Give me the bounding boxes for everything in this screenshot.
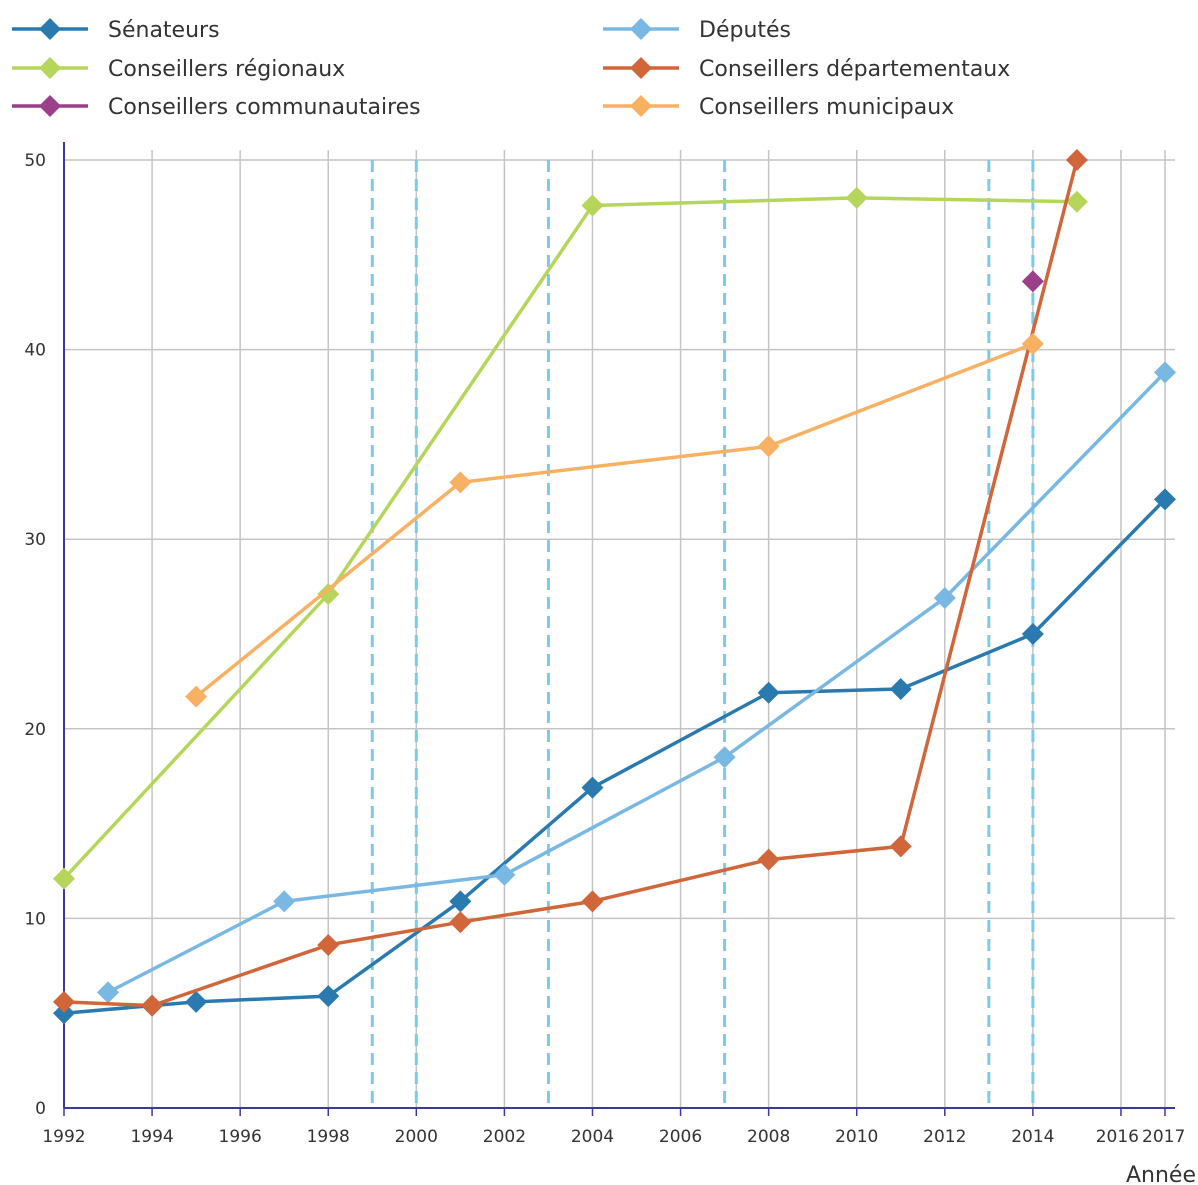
legend-swatch-marker [39,57,61,79]
series-line-senateurs [63,498,1167,1015]
x-tick-label-2000: 2000 [395,1127,438,1147]
data-point-senateurs-1998 [317,985,340,1008]
x-tick-label-2002: 2002 [483,1127,526,1147]
legend-label: Conseillers communautaires [108,95,421,120]
x-tick-label-1992: 1992 [42,1127,85,1147]
data-point-conseillers-municipaux-2001 [449,471,472,494]
x-tick-label-2017: 2017 [1142,1127,1185,1147]
x-tick-label-2016: 2016 [1096,1127,1139,1147]
x-tick-label-2008: 2008 [747,1127,790,1147]
y-tick-label-40: 40 [24,341,46,361]
y-tick-label-10: 10 [24,909,46,929]
data-point-conseillers-regionaux-1998 [317,583,340,606]
data-point-conseillers-departementaux-2001 [449,911,472,934]
y-tick-label-50: 50 [24,151,46,171]
data-point-deputes-1993 [97,981,120,1004]
y-tick-label-0: 0 [35,1099,46,1119]
legend-label: Conseillers régionaux [108,57,345,82]
series-conseillers-departementaux [53,149,1088,1017]
data-point-conseillers-regionaux-2004 [581,194,604,217]
series-conseillers-communautaires [1021,270,1044,293]
data-point-deputes-2007 [713,746,736,769]
series-line-conseillers-municipaux [195,342,1034,698]
data-point-senateurs-2017 [1154,488,1176,511]
legend-swatch-marker [630,57,652,79]
series-conseillers-regionaux [53,186,1088,890]
legend-label: Conseillers municipaux [699,95,954,120]
data-point-conseillers-municipaux-2014 [1021,332,1044,355]
data-point-conseillers-communautaires-2014 [1021,270,1044,293]
series-line-conseillers-departementaux [63,159,1079,1008]
legend-swatch-marker [39,18,61,40]
x-axis-title: Année [1126,1163,1196,1185]
data-point-deputes-2002 [493,863,516,886]
x-tick-label-2012: 2012 [923,1127,966,1147]
x-tick-label-1994: 1994 [130,1127,173,1147]
data-point-deputes-2012 [933,586,956,609]
series-line-conseillers-regionaux [62,196,1077,880]
legend-item-conseillers-communautaires: Conseillers communautaires [12,95,421,120]
data-point-senateurs-2014 [1021,623,1044,645]
x-tick-label-1996: 1996 [219,1127,262,1147]
legend-item-senateurs: Sénateurs [12,18,220,43]
series-line-deputes [107,371,1167,994]
data-point-conseillers-departementaux-1994 [141,994,164,1017]
data-point-senateurs-2004 [581,776,604,799]
data-point-conseillers-departementaux-1992 [53,990,75,1013]
x-tick-label-2014: 2014 [1011,1127,1054,1147]
data-point-conseillers-departementaux-2011 [889,835,912,858]
data-point-conseillers-regionaux-2010 [845,186,868,209]
legend-item-conseillers-municipaux: Conseillers municipaux [603,95,954,120]
series-deputes [97,361,1176,1004]
data-point-senateurs-2001 [449,890,472,913]
grid-layer [64,150,1175,1108]
data-point-conseillers-regionaux-1992 [53,867,75,890]
series-senateurs [53,488,1176,1025]
legend-item-conseillers-departementaux: Conseillers départementaux [603,57,1010,82]
legend-swatch-marker [39,95,61,117]
legend-item-conseillers-regionaux: Conseillers régionaux [12,57,345,82]
data-point-conseillers-departementaux-2004 [581,890,604,913]
y-tick-label-30: 30 [24,530,46,550]
x-tick-label-2004: 2004 [571,1127,614,1147]
data-point-conseillers-municipaux-2008 [757,435,780,458]
legend-label: Conseillers départementaux [699,57,1010,82]
x-tick-label-2006: 2006 [659,1127,702,1147]
legend-label: Députés [699,18,791,43]
x-tick-label-2010: 2010 [835,1127,878,1147]
dashed-marker-layer [370,160,1035,1108]
data-point-conseillers-departementaux-2015 [1065,149,1088,171]
data-point-conseillers-municipaux-1995 [185,685,208,708]
data-point-senateurs-1995 [185,990,208,1013]
data-point-conseillers-departementaux-1998 [317,933,340,956]
y-tick-label-20: 20 [24,720,46,740]
axis-layer: 1992 1994 1996 1998 2000 2002 2004 2006 2008 2010… [24,142,1185,1147]
legend-swatch-marker [630,95,652,117]
data-point-senateurs-2008 [757,681,780,704]
data-point-deputes-2017 [1154,361,1176,384]
data-point-senateurs-1992 [53,1002,75,1025]
legend-label: Sénateurs [108,18,220,43]
legend: Sénateurs Députés Conseillers régionaux Con… [12,18,1010,120]
x-tick-label-1998: 1998 [307,1127,350,1147]
legend-swatch-marker [630,18,652,40]
data-point-senateurs-2011 [889,677,912,700]
series-layer [53,149,1176,1025]
legend-item-deputes: Députés [603,18,791,43]
data-point-conseillers-regionaux-2015 [1065,190,1088,213]
series-conseillers-municipaux [185,332,1044,708]
data-point-deputes-1997 [273,890,296,913]
data-point-conseillers-departementaux-2008 [757,848,780,871]
